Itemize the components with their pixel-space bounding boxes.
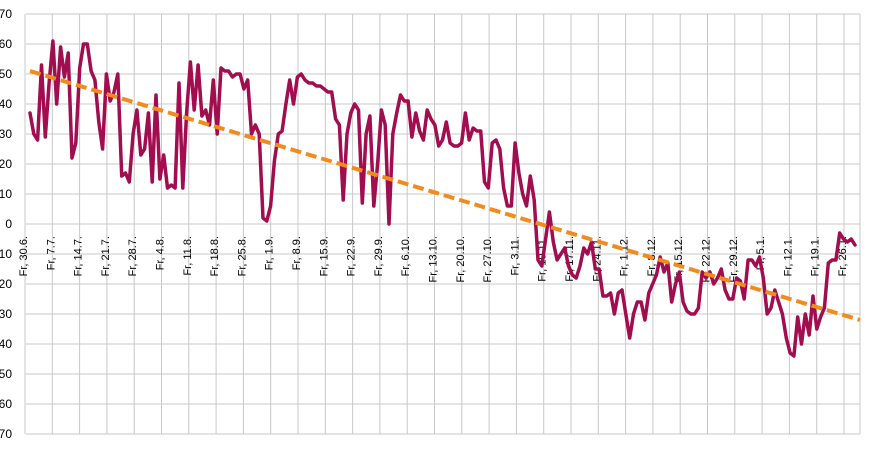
x-tick-label: Fr, 11.8. [182, 236, 194, 276]
y-tick-label: 60 [0, 37, 12, 51]
x-tick-label: Fr, 15.12. [673, 236, 685, 282]
y-tick-label: 30 [0, 127, 12, 141]
data-series-line [28, 39, 857, 358]
x-tick-label: Fr, 20.10. [455, 236, 467, 282]
x-tick-label: Fr, 26.1. [837, 236, 849, 276]
y-tick-label: 70 [0, 7, 12, 21]
x-tick-label: Fr, 8.9. [291, 236, 303, 270]
x-tick-label: Fr, 4.8. [155, 236, 167, 270]
x-tick-label: Fr, 18.8. [209, 236, 221, 276]
x-tick-label: Fr, 19.1. [810, 236, 822, 276]
y-tick-label: 50 [0, 367, 12, 381]
x-tick-label: Fr, 1.9. [264, 236, 276, 270]
y-tick-label: 40 [0, 337, 12, 351]
y-tick-label: 10 [0, 247, 12, 261]
y-tick-label: 40 [0, 97, 12, 111]
y-tick-label: 70 [0, 427, 12, 441]
x-tick-label: Fr, 14.7. [73, 236, 85, 276]
x-tick-label: Fr, 30.6. [18, 236, 30, 276]
x-tick-label: Fr, 21.7. [100, 236, 112, 276]
x-tick-label: Fr, 15.9. [318, 236, 330, 276]
y-tick-label: 60 [0, 397, 12, 411]
x-tick-label: Fr, 6.10. [400, 236, 412, 276]
x-tick-label: Fr, 13.10. [428, 236, 440, 282]
y-axis-tick-labels: 70 60 50 40 30 20 10 0 10 20 30 40 50 60 70 [0, 7, 12, 441]
x-tick-label: Fr, 22.9. [346, 236, 358, 276]
y-tick-label: 0 [5, 217, 12, 231]
x-tick-label: Fr, 29.12. [728, 236, 740, 282]
y-tick-label: 20 [0, 277, 12, 291]
x-tick-label: Fr, 28.7. [127, 236, 139, 276]
y-tick-label: 30 [0, 307, 12, 321]
x-tick-label: Fr, 25.8. [236, 236, 248, 276]
y-tick-label: 50 [0, 67, 12, 81]
x-tick-label: Fr, 7.7. [45, 236, 57, 270]
trend-line [29, 69, 861, 322]
x-tick-label: Fr, 27.10. [482, 236, 494, 282]
series-layer [28, 39, 861, 358]
y-tick-label: 10 [0, 187, 12, 201]
gridlines [24, 13, 861, 435]
x-tick-label: Fr, 3.11. [509, 236, 521, 276]
x-axis-tick-labels: Fr, 30.6. Fr, 7.7. Fr, 14.7. Fr, 21.7. Fr, 2… [18, 236, 849, 282]
x-tick-label: Fr, 17.11. [564, 236, 576, 282]
x-tick-label: Fr, 12.1. [782, 236, 794, 276]
x-tick-label: Fr, 1.12. [619, 236, 631, 276]
x-tick-label: Fr, 29.9. [373, 236, 385, 276]
y-tick-label: 20 [0, 157, 12, 171]
